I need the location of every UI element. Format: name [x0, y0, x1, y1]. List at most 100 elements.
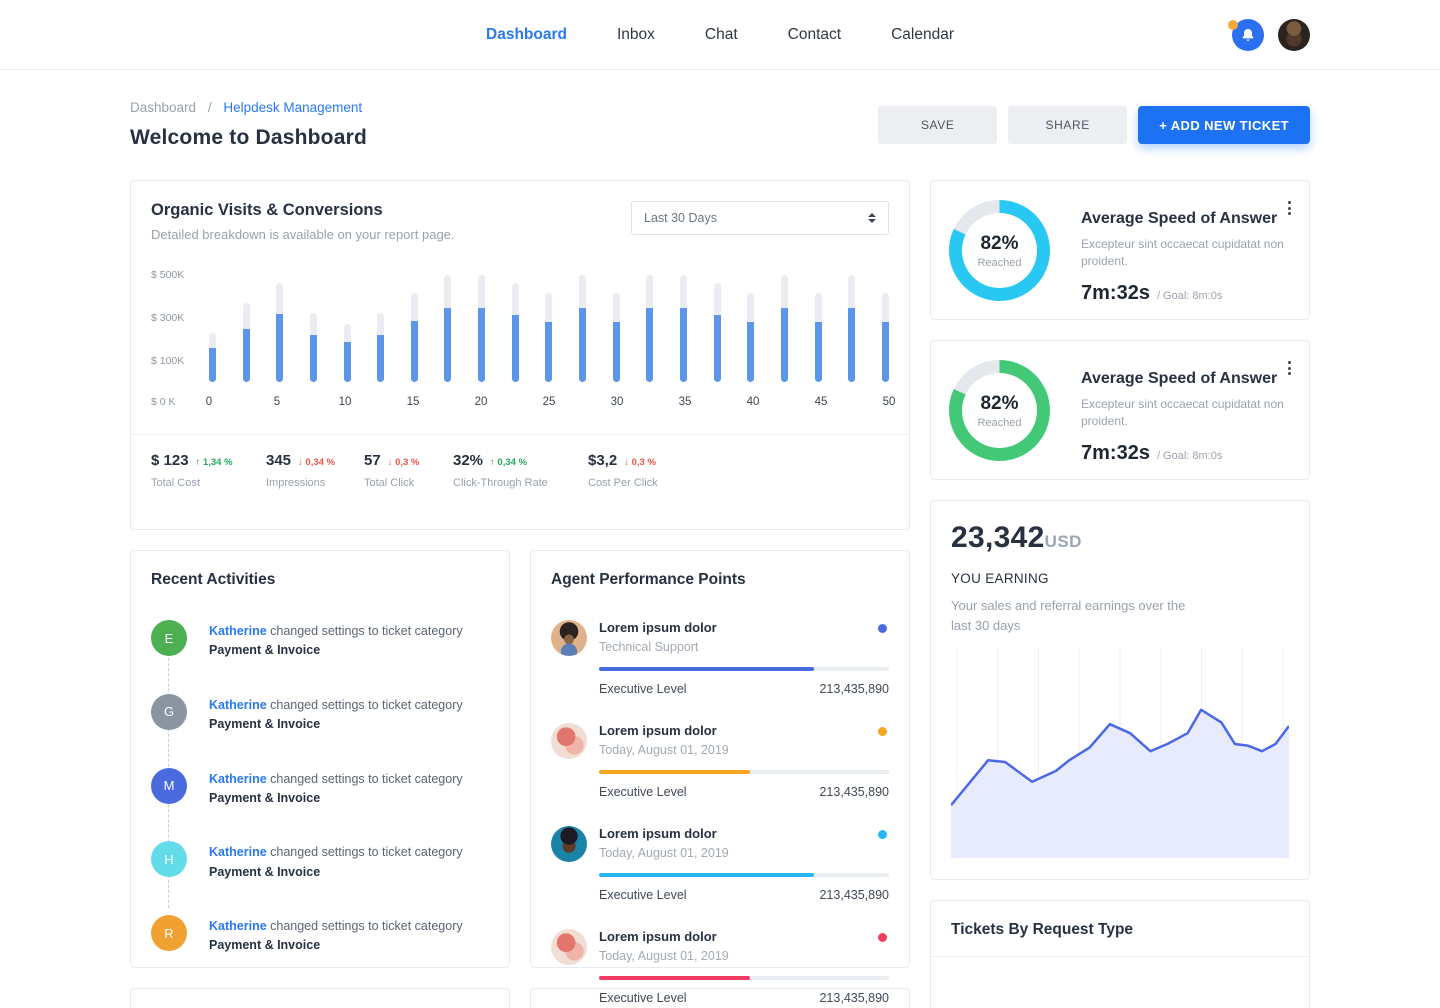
kebab-menu-icon[interactable] — [1284, 197, 1295, 219]
activity-avatar: R — [151, 915, 187, 951]
x-tick-label: 5 — [273, 396, 281, 408]
activity-item[interactable]: E Katherine changed settings to ticket c… — [151, 620, 489, 661]
stat-delta: ↓ 0,3 % — [387, 457, 420, 468]
agent-level: Executive Level — [599, 888, 687, 902]
agent-level: Executive Level — [599, 991, 687, 1005]
nav-item-contact[interactable]: Contact — [787, 25, 842, 43]
breadcrumb-helpdesk-management[interactable]: Helpdesk Management — [223, 100, 363, 115]
bar — [309, 313, 317, 382]
x-tick-label: 25 — [542, 396, 556, 408]
organic-visits-card: Organic Visits & Conversions Detailed br… — [130, 180, 910, 530]
user-avatar[interactable] — [1278, 19, 1310, 51]
nav-item-inbox[interactable]: Inbox — [616, 25, 655, 43]
kpi-stats-row: $ 123 ↑ 1,34 % Total Cost 345 ↓ 0,34 % I… — [151, 435, 889, 489]
activity-user-link[interactable]: Katherine — [209, 845, 267, 860]
activity-avatar: H — [151, 841, 187, 878]
y-tick-label: $ 500K — [151, 268, 185, 281]
x-tick-label: 50 — [882, 396, 896, 408]
speed-of-answer-card: 82% Reached Average Speed of Answer Exce… — [930, 180, 1310, 320]
activity-item[interactable]: R Katherine changed settings to ticket c… — [151, 915, 489, 956]
organic-visits-title: Organic Visits & Conversions — [151, 201, 383, 219]
bar — [848, 275, 856, 382]
agent-row[interactable]: Lorem ipsum dolor Today, August 01, 2019… — [551, 723, 889, 799]
x-tick-label: 0 — [205, 396, 213, 408]
x-tick-label: 30 — [610, 396, 624, 408]
x-tick-label: 35 — [678, 396, 692, 408]
date-range-select[interactable]: Last 30 Days — [631, 201, 889, 235]
breadcrumb: Dashboard / Helpdesk Management — [130, 100, 367, 115]
bar — [444, 275, 452, 382]
notification-badge — [1228, 20, 1238, 30]
activity-item[interactable]: G Katherine changed settings to ticket c… — [151, 693, 489, 735]
agent-points: 213,435,890 — [819, 682, 889, 696]
x-tick-label: 20 — [474, 396, 488, 408]
save-button[interactable]: SAVE — [878, 106, 998, 144]
stat-delta: ↑ 1,34 % — [195, 457, 233, 468]
progress-bar — [599, 976, 889, 980]
agent-avatar — [551, 826, 587, 862]
activity-user-link[interactable]: Katherine — [209, 771, 267, 786]
nav-item-chat[interactable]: Chat — [704, 25, 738, 43]
status-dot — [878, 830, 887, 839]
answer-goal: / Goal: 8m:0s — [1156, 449, 1223, 462]
activity-avatar: E — [151, 620, 187, 656]
earnings-area-chart — [950, 648, 1290, 863]
notifications-button[interactable] — [1228, 19, 1264, 51]
status-dot — [878, 624, 887, 633]
recent-activities-title: Recent Activities — [151, 571, 276, 588]
agent-row[interactable]: Lorem ipsum dolor Today, August 01, 2019… — [551, 826, 889, 902]
activity-item[interactable]: H Katherine changed settings to ticket c… — [151, 841, 489, 882]
agent-subtitle: Today, August 01, 2019 — [599, 846, 729, 860]
agent-name: Lorem ipsum dolor — [599, 723, 717, 738]
y-axis-zero-label: $ 0 K — [151, 396, 176, 408]
nav-item-calendar[interactable]: Calendar — [891, 25, 954, 43]
answer-goal: / Goal: 8m:0s — [1156, 289, 1223, 302]
answer-time: 7m:32s — [1081, 281, 1150, 304]
stat-impressions: 345 ↓ 0,34 % Impressions — [266, 452, 364, 489]
stat-label: Total Click — [364, 477, 415, 489]
agent-level: Executive Level — [599, 682, 687, 696]
bar — [343, 324, 351, 382]
agent-name: Lorem ipsum dolor — [599, 620, 717, 635]
add-new-ticket-button[interactable]: + ADD NEW TICKET — [1138, 106, 1310, 144]
activity-user-link[interactable]: Katherine — [209, 624, 267, 638]
tickets-by-request-type-card: Tickets By Request Type — [930, 900, 1310, 1008]
agent-subtitle: Today, August 01, 2019 — [599, 743, 729, 757]
page-header: Dashboard / Helpdesk Management Welcome … — [130, 100, 1310, 150]
bar-chart-y-axis: $ 500K $ 300K $ 100K — [151, 264, 209, 382]
earnings-label: YOU EARNING — [951, 571, 1049, 586]
stat-delta: ↑ 0,34 % — [490, 457, 527, 468]
agent-points: 213,435,890 — [819, 991, 889, 1005]
kebab-menu-icon[interactable] — [1284, 357, 1295, 379]
activity-text: Katherine changed settings to ticket cat… — [209, 845, 463, 879]
stat-value: $3,2 — [588, 452, 618, 469]
activity-user-link[interactable]: Katherine — [209, 697, 267, 712]
stats-divider — [131, 434, 909, 435]
activity-avatar: M — [151, 767, 187, 804]
agent-points: 213,435,890 — [819, 888, 889, 902]
bar — [814, 293, 822, 382]
share-button[interactable]: SHARE — [1008, 106, 1128, 144]
agent-subtitle: Technical Support — [599, 640, 699, 654]
page-actions: SAVE SHARE + ADD NEW TICKET — [878, 106, 1310, 144]
speed-card-title: Average Speed of Answer — [1081, 210, 1278, 227]
speed-of-answer-card: 82% Reached Average Speed of Answer Exce… — [930, 340, 1310, 480]
agent-avatar — [551, 620, 587, 656]
activity-user-link[interactable]: Katherine — [209, 919, 267, 933]
activity-item[interactable]: M Katherine changed settings to ticket c… — [151, 767, 489, 809]
tickets-divider — [931, 956, 1309, 957]
activity-text: Katherine changed settings to ticket cat… — [209, 771, 463, 805]
bar — [410, 293, 418, 382]
tickets-card-title: Tickets By Request Type — [951, 921, 1134, 938]
breadcrumb-dashboard[interactable]: Dashboard — [130, 100, 197, 115]
agent-name: Lorem ipsum dolor — [599, 929, 717, 944]
agent-points: 213,435,890 — [819, 785, 889, 799]
nav-item-dashboard[interactable]: Dashboard — [486, 25, 567, 43]
y-tick-label: $ 300K — [151, 311, 185, 324]
activity-text: Katherine changed settings to ticket cat… — [209, 919, 463, 953]
agent-row[interactable]: Lorem ipsum dolor Today, August 01, 2019… — [551, 929, 889, 1005]
status-dot — [878, 933, 887, 942]
agent-name: Lorem ipsum dolor — [599, 826, 717, 841]
agent-subtitle: Today, August 01, 2019 — [599, 949, 729, 963]
agent-row[interactable]: Lorem ipsum dolor Technical Support Exec… — [551, 620, 889, 696]
